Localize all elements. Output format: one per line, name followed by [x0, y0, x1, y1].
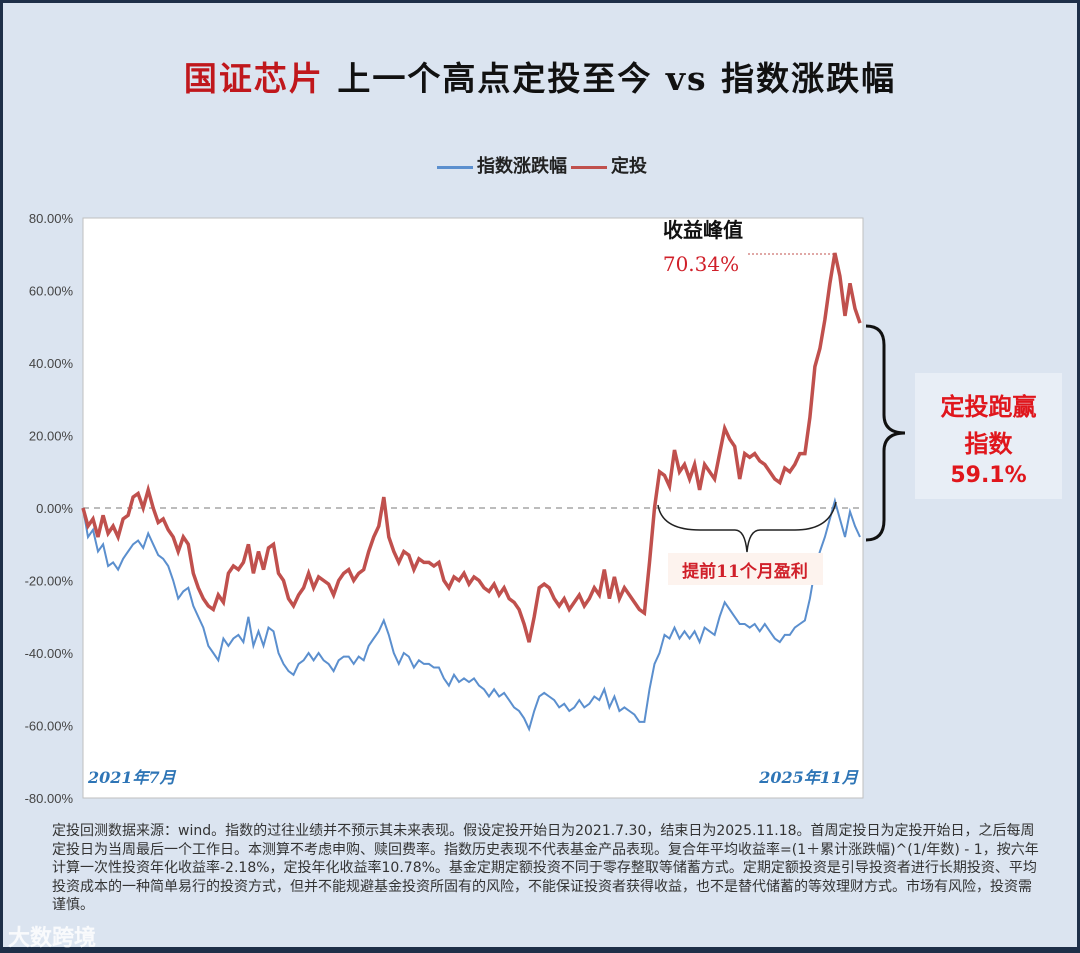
title-index-name: 国证芯片	[183, 59, 324, 98]
outperform-line1: 定投跑赢	[940, 392, 1037, 421]
early-profit-label-bg	[668, 553, 823, 585]
x-end-label: 2025年11月	[758, 768, 859, 787]
early-profit-brace	[657, 501, 837, 553]
early-profit-label: 提前11个月盈利	[682, 561, 808, 582]
chart-title: 国证芯片 上一个高点定投至今 vs 指数涨跌幅	[0, 52, 1080, 100]
y-tick-label: 0.00%	[36, 501, 73, 516]
y-tick-label: -80.00%	[25, 791, 74, 806]
legend: 指数涨跌幅 定投	[0, 152, 1080, 178]
legend-swatch-dca	[571, 165, 607, 169]
y-tick-label: 40.00%	[29, 356, 74, 371]
y-tick-label: 80.00%	[29, 211, 74, 226]
peak-value: 70.34%	[663, 252, 739, 276]
legend-swatch-index	[437, 165, 473, 169]
outperform-brace	[865, 324, 906, 542]
outperform-line2: 指数	[964, 429, 1013, 458]
footnote: 定投回测数据来源：wind。指数的过往业绩并不预示其未来表现。假设定投开始日为2…	[52, 823, 1039, 913]
y-tick-label: -40.00%	[25, 646, 74, 661]
legend-label-dca: 定投	[611, 156, 647, 177]
series-line-index	[82, 497, 861, 732]
title-rest: 上一个高点定投至今 vs 指数涨跌幅	[337, 59, 897, 98]
legend-label-index: 指数涨跌幅	[477, 156, 567, 177]
y-tick-label: 20.00%	[29, 429, 74, 444]
peak-label: 收益峰值	[663, 218, 743, 242]
y-tick-label: 60.00%	[29, 284, 74, 299]
watermark: 大数跨境	[8, 926, 97, 951]
y-tick-label: -20.00%	[25, 574, 74, 589]
outperform-value: 59.1%	[950, 463, 1027, 488]
outperform-box: 定投跑赢 指数 59.1%	[915, 373, 1062, 499]
y-tick-label: -60.00%	[25, 719, 74, 734]
x-start-label: 2021年7月	[87, 768, 177, 787]
series-line-dca	[81, 252, 862, 643]
